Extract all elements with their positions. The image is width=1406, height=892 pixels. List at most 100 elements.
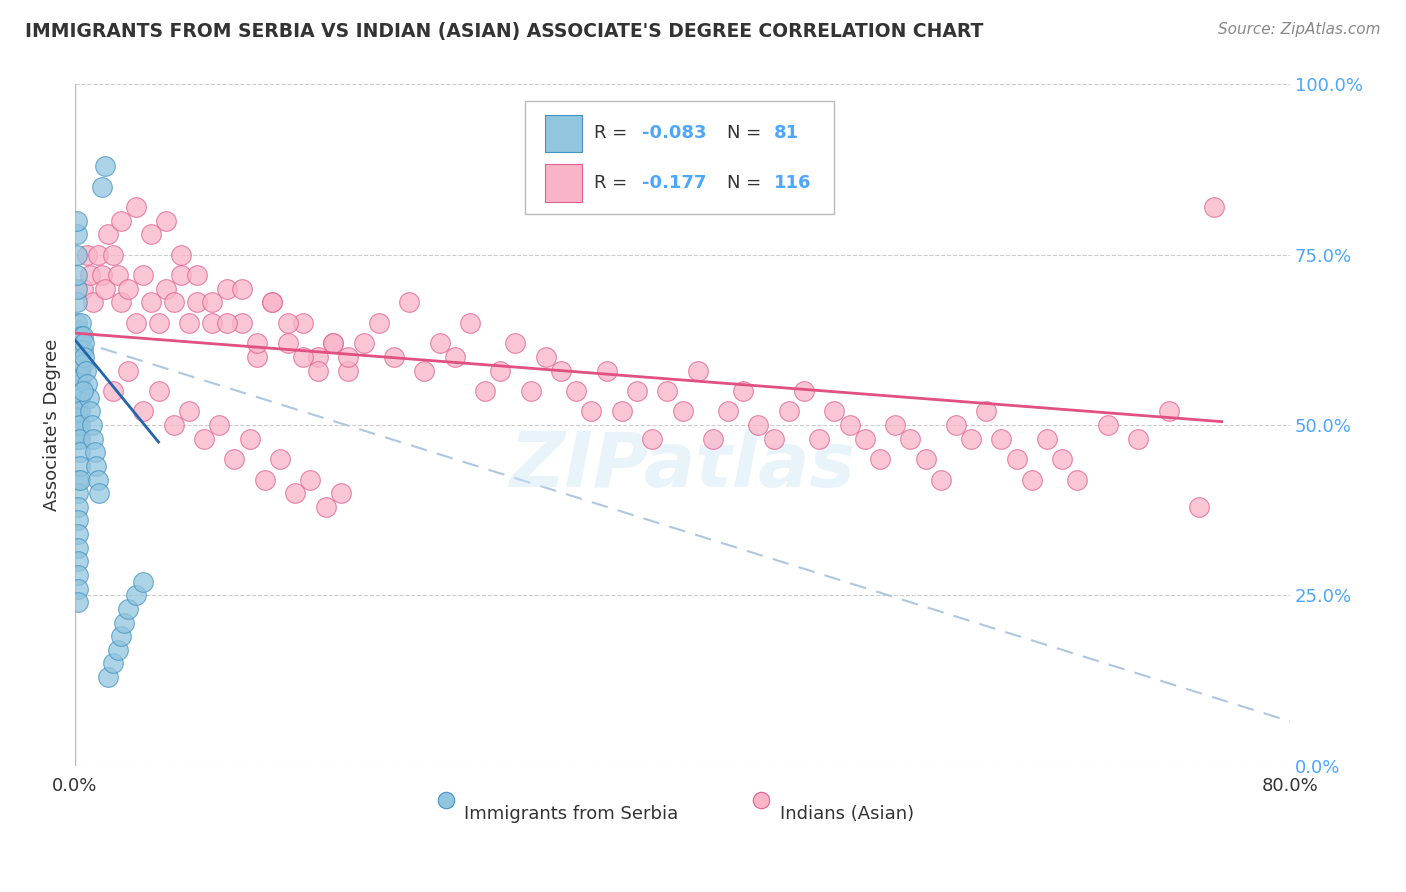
Point	[72, 329, 94, 343]
Point	[65, 377, 87, 392]
Point	[702, 432, 724, 446]
Point	[65, 418, 87, 433]
Point	[177, 404, 200, 418]
Point	[246, 336, 269, 351]
Point	[97, 670, 120, 684]
Point	[838, 418, 860, 433]
Point	[382, 350, 405, 364]
Point	[170, 248, 193, 262]
Point	[853, 432, 876, 446]
Point	[72, 384, 94, 398]
Point	[101, 657, 124, 671]
Bar	[546, 164, 582, 202]
Point	[922, 793, 945, 807]
Point	[747, 418, 769, 433]
Point	[519, 384, 541, 398]
Point	[262, 295, 284, 310]
Point	[960, 432, 983, 446]
Point	[139, 295, 162, 310]
Point	[132, 404, 155, 418]
Point	[67, 554, 90, 568]
Point	[79, 404, 101, 418]
Point	[69, 377, 91, 392]
Point	[65, 248, 87, 262]
Text: ZIPatlas: ZIPatlas	[509, 429, 855, 503]
Point	[65, 391, 87, 405]
Point	[67, 425, 90, 439]
Point	[125, 588, 148, 602]
Point	[72, 282, 94, 296]
Point	[974, 404, 997, 418]
Point	[73, 336, 96, 351]
Point	[808, 432, 831, 446]
Point	[65, 329, 87, 343]
Text: Source: ZipAtlas.com: Source: ZipAtlas.com	[1218, 22, 1381, 37]
Point	[67, 568, 90, 582]
Point	[686, 363, 709, 377]
Point	[269, 452, 291, 467]
Point	[80, 418, 103, 433]
Point	[239, 432, 262, 446]
Point	[443, 350, 465, 364]
Point	[823, 404, 845, 418]
FancyBboxPatch shape	[524, 102, 834, 214]
Point	[82, 295, 104, 310]
Point	[186, 295, 208, 310]
Point	[107, 268, 129, 282]
Point	[884, 418, 907, 433]
Point	[527, 793, 550, 807]
Point	[70, 316, 93, 330]
Point	[67, 391, 90, 405]
Point	[1036, 432, 1059, 446]
Point	[69, 363, 91, 377]
Point	[117, 282, 139, 296]
Point	[67, 370, 90, 384]
Point	[215, 316, 238, 330]
Point	[67, 398, 90, 412]
Point	[322, 336, 344, 351]
Point	[550, 363, 572, 377]
Point	[581, 404, 603, 418]
Point	[65, 363, 87, 377]
Point	[65, 295, 87, 310]
Point	[69, 404, 91, 418]
Point	[163, 418, 186, 433]
Point	[1157, 404, 1180, 418]
Text: IMMIGRANTS FROM SERBIA VS INDIAN (ASIAN) ASSOCIATE'S DEGREE CORRELATION CHART: IMMIGRANTS FROM SERBIA VS INDIAN (ASIAN)…	[25, 22, 984, 41]
Point	[69, 391, 91, 405]
Point	[87, 473, 110, 487]
Point	[65, 336, 87, 351]
Point	[69, 432, 91, 446]
Point	[112, 615, 135, 630]
Point	[132, 574, 155, 589]
Text: 81: 81	[773, 125, 799, 143]
Point	[231, 316, 253, 330]
Point	[76, 248, 98, 262]
Point	[70, 370, 93, 384]
Text: R =: R =	[593, 174, 633, 192]
Point	[67, 500, 90, 514]
Point	[337, 350, 360, 364]
Point	[65, 398, 87, 412]
Point	[77, 391, 100, 405]
Point	[641, 432, 664, 446]
Point	[67, 527, 90, 541]
Point	[67, 404, 90, 418]
Point	[94, 282, 117, 296]
Point	[70, 329, 93, 343]
Point	[69, 445, 91, 459]
Point	[170, 268, 193, 282]
Point	[83, 445, 105, 459]
Point	[1126, 432, 1149, 446]
Point	[291, 350, 314, 364]
Point	[65, 282, 87, 296]
Point	[84, 458, 107, 473]
Point	[186, 268, 208, 282]
Point	[101, 384, 124, 398]
Point	[155, 213, 177, 227]
Point	[657, 384, 679, 398]
Point	[65, 411, 87, 425]
Point	[65, 404, 87, 418]
Point	[215, 282, 238, 296]
Point	[626, 384, 648, 398]
